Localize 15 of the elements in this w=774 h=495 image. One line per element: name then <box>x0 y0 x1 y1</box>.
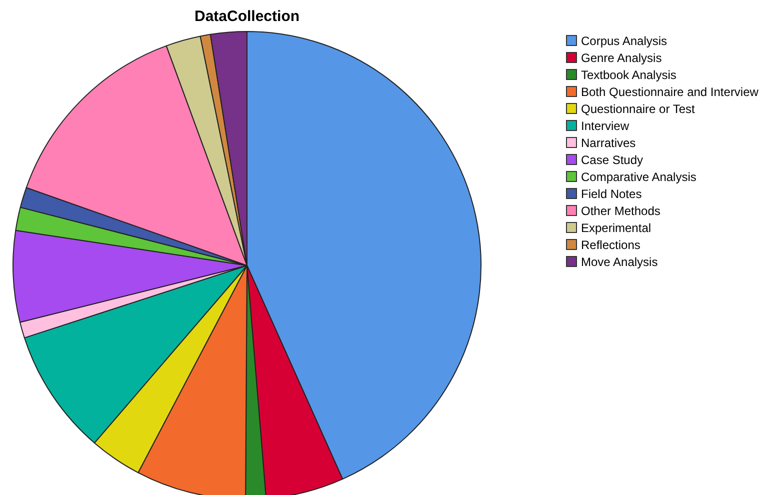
legend-label: Both Questionnaire and Interview <box>581 84 758 98</box>
legend-label: Genre Analysis <box>581 50 662 64</box>
legend-label: Corpus Analysis <box>581 34 668 48</box>
chart-title: DataCollection <box>194 8 300 26</box>
legend-label: Field Notes <box>581 186 642 200</box>
legend-label: Reflections <box>581 238 640 252</box>
legend-label: Move Analysis <box>581 254 658 268</box>
legend-label: Questionnaire or Test <box>581 102 695 116</box>
legend-label: Interview <box>581 118 630 132</box>
legend-label: Other Methods <box>581 204 660 218</box>
legend-label: Narratives <box>581 136 636 150</box>
legend-label: Case Study <box>581 152 644 166</box>
legend-label: Comparative Analysis <box>581 170 696 184</box>
legend-label: Textbook Analysis <box>581 68 676 82</box>
legend-label: Experimental <box>581 220 652 234</box>
